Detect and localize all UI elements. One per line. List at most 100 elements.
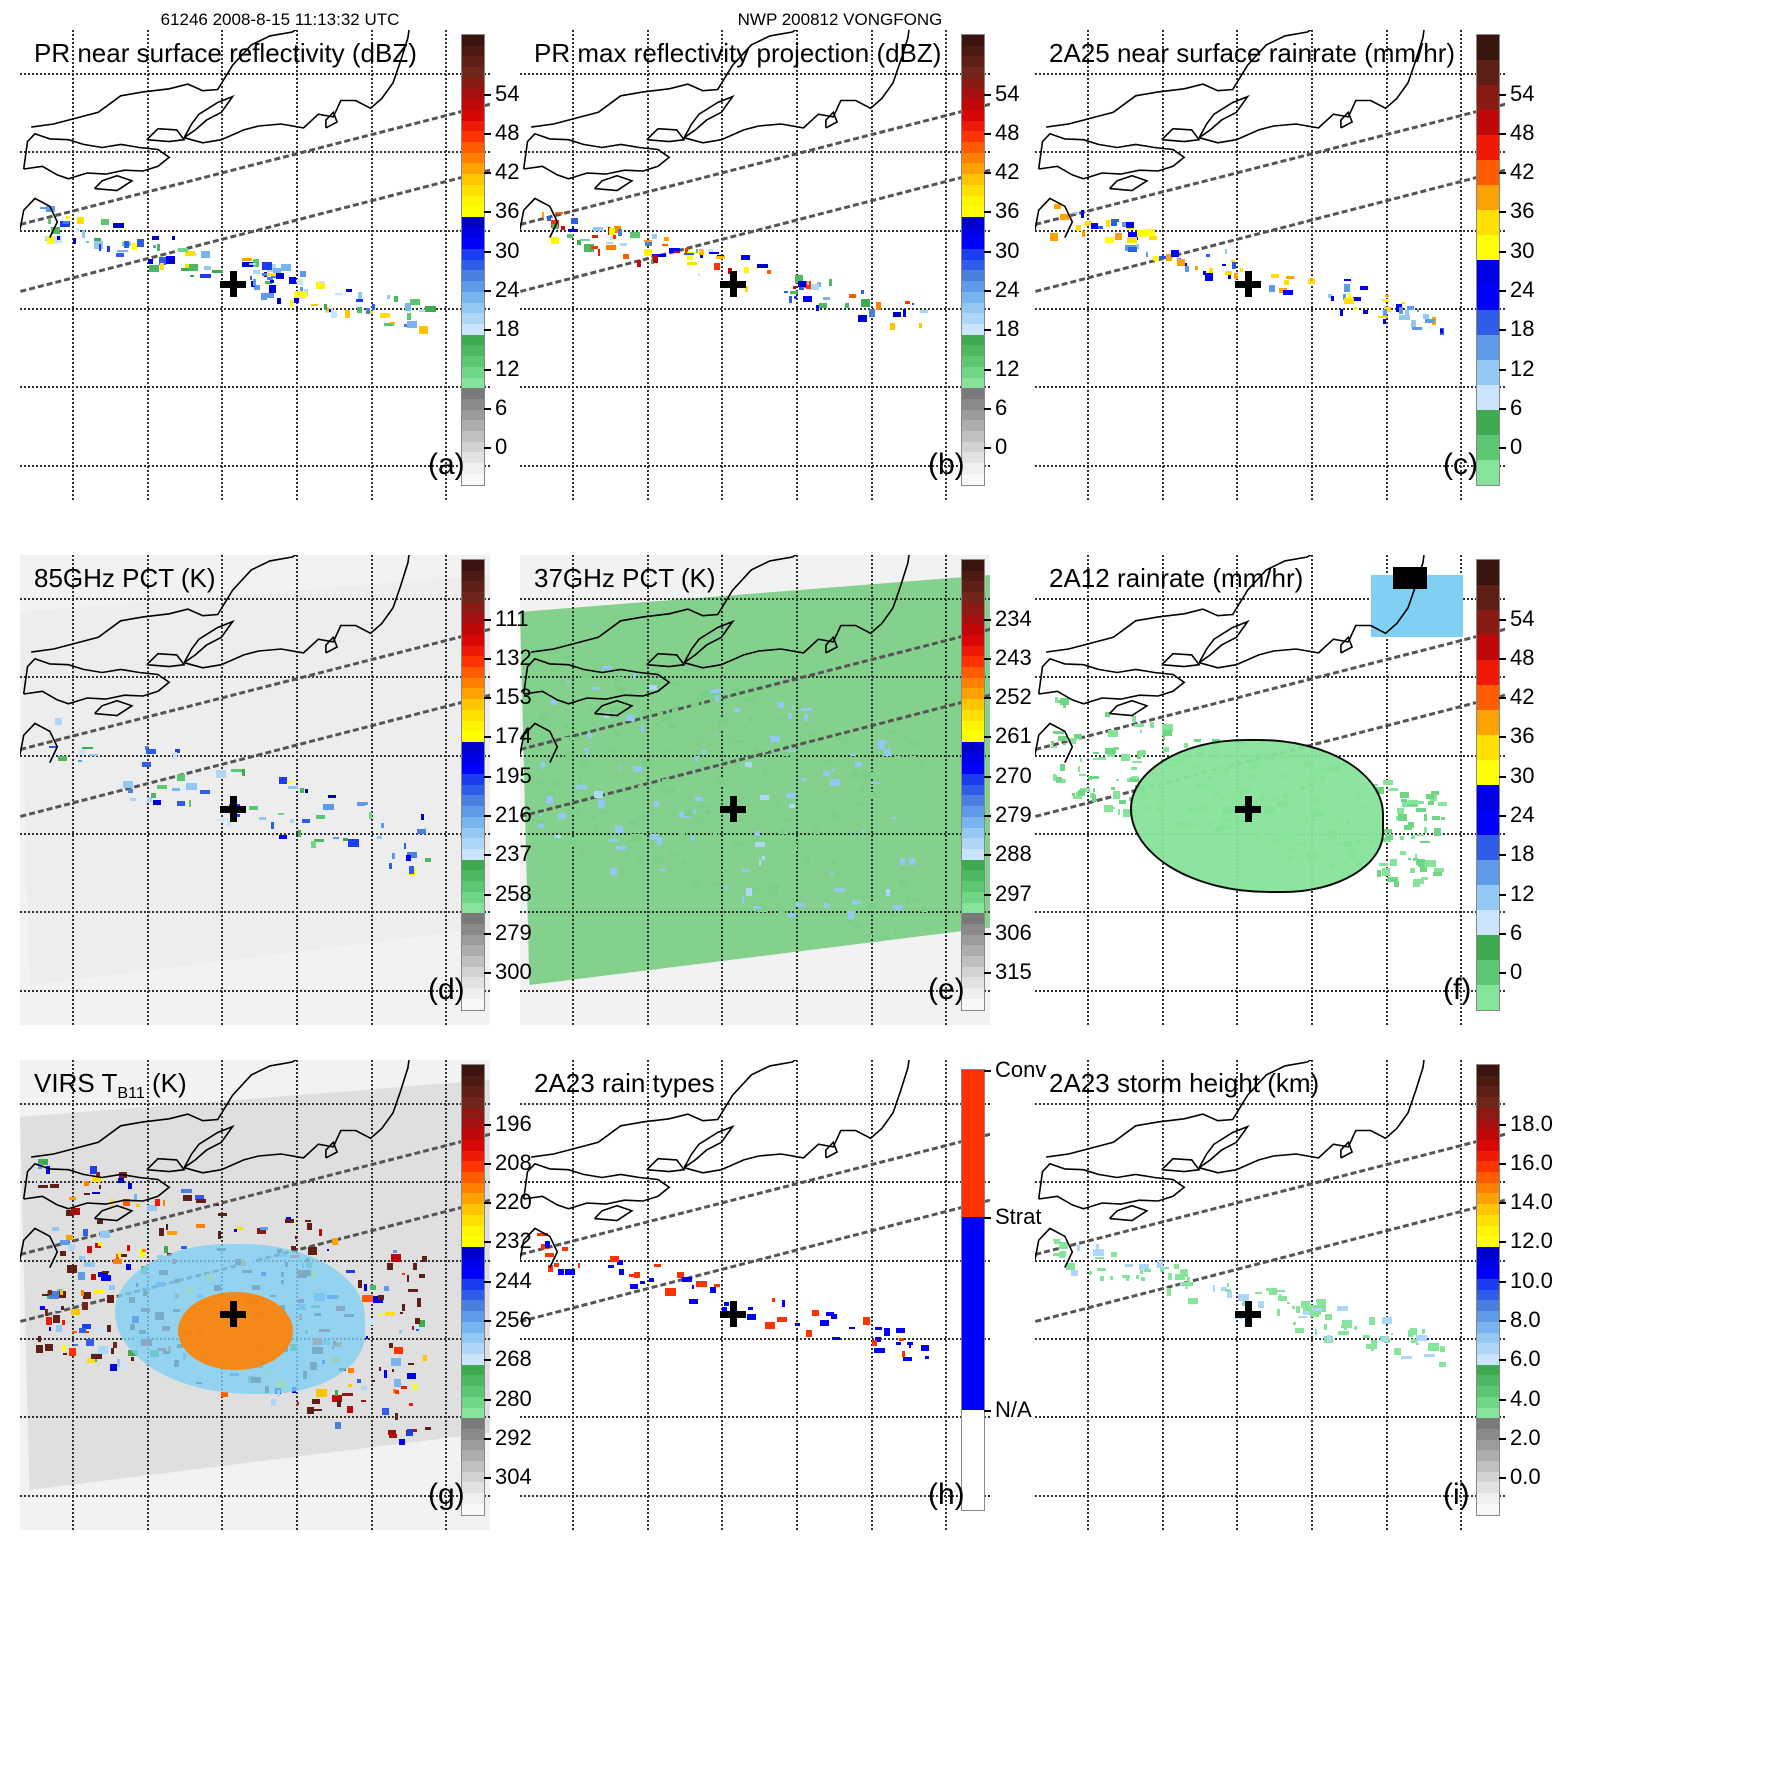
colorbar-segment bbox=[462, 1461, 484, 1472]
map-canvas-c[interactable] bbox=[1035, 30, 1505, 500]
data-cell bbox=[37, 1336, 42, 1342]
data-cell bbox=[1105, 711, 1111, 718]
map-canvas-g[interactable] bbox=[20, 1060, 490, 1530]
map-canvas-h[interactable] bbox=[520, 1060, 990, 1530]
graticule-parallel-26 bbox=[1035, 1494, 1505, 1497]
data-cell bbox=[57, 235, 60, 241]
map-canvas-f[interactable] bbox=[1035, 555, 1505, 1025]
colorbar-segment bbox=[962, 206, 984, 217]
data-cell bbox=[1125, 222, 1134, 228]
map-canvas-i[interactable] bbox=[1035, 1060, 1505, 1530]
data-cell bbox=[180, 267, 189, 272]
data-cell bbox=[692, 1284, 695, 1290]
map-canvas-b[interactable] bbox=[520, 30, 990, 500]
data-cell bbox=[608, 707, 620, 713]
colorbar-segment bbox=[962, 667, 984, 678]
data-cell bbox=[1295, 1306, 1301, 1313]
data-cell bbox=[61, 1320, 65, 1326]
data-cell bbox=[1094, 1256, 1104, 1259]
colorbar-segment bbox=[1477, 1118, 1499, 1130]
data-cell bbox=[1231, 260, 1235, 263]
colorbar-segment bbox=[462, 1172, 484, 1183]
data-cell bbox=[1265, 1287, 1271, 1292]
northeast-intense-core bbox=[1393, 566, 1428, 589]
data-cell bbox=[1268, 285, 1276, 293]
data-cell bbox=[1132, 715, 1136, 722]
colorbar-tick bbox=[484, 1319, 491, 1322]
colorbar-tick-label: 111 bbox=[495, 605, 529, 631]
colorbar-tick bbox=[984, 250, 991, 253]
graticule-parallel-34 bbox=[1035, 151, 1505, 154]
data-cell bbox=[1282, 290, 1294, 296]
colorbar-tick bbox=[984, 1070, 991, 1072]
colorbar-segment bbox=[962, 656, 984, 668]
data-cell bbox=[592, 227, 604, 231]
data-cell bbox=[1137, 229, 1146, 238]
data-cell bbox=[855, 921, 861, 929]
colorbar-tick-label: 36 bbox=[1510, 723, 1535, 749]
data-cell bbox=[177, 248, 189, 253]
data-cell bbox=[876, 302, 882, 311]
data-cell bbox=[408, 1289, 419, 1292]
data-cell bbox=[1110, 787, 1116, 790]
data-cell bbox=[1398, 306, 1403, 314]
data-cell bbox=[667, 722, 676, 731]
graticule-meridian-140 bbox=[370, 30, 373, 500]
data-cell bbox=[732, 686, 739, 691]
colorbar-tick bbox=[484, 1398, 491, 1401]
colorbar-segment bbox=[462, 570, 484, 582]
map-canvas-e[interactable] bbox=[520, 555, 990, 1025]
colorbar-segment bbox=[1477, 610, 1499, 635]
panel-label-f: (f) bbox=[1443, 973, 1472, 1006]
data-cell bbox=[1383, 829, 1392, 833]
colorbar-segment bbox=[1477, 410, 1499, 435]
data-cell bbox=[848, 294, 857, 299]
colorbar-segment bbox=[1477, 1450, 1499, 1462]
colorbar-segment bbox=[462, 431, 484, 442]
data-cell bbox=[46, 205, 55, 213]
data-cell bbox=[901, 1351, 906, 1357]
data-cell bbox=[607, 227, 611, 235]
data-cell bbox=[623, 852, 629, 856]
data-cell bbox=[769, 736, 780, 742]
colorbar-segment bbox=[462, 56, 484, 68]
data-cell bbox=[289, 300, 294, 307]
data-cell bbox=[1363, 1335, 1371, 1338]
data-cell bbox=[630, 1284, 638, 1290]
organised-rain-area bbox=[1129, 739, 1384, 894]
data-cell bbox=[710, 1286, 717, 1293]
data-cell bbox=[848, 910, 855, 919]
data-cell bbox=[357, 1280, 363, 1289]
map-canvas-a[interactable] bbox=[20, 30, 490, 500]
data-cell bbox=[1255, 1292, 1263, 1295]
colorbar-tick bbox=[984, 211, 991, 214]
colorbar-tick bbox=[1499, 1319, 1506, 1322]
data-cell bbox=[81, 1289, 85, 1297]
data-cell bbox=[1162, 724, 1173, 732]
map-canvas-d[interactable] bbox=[20, 555, 490, 1025]
data-cell bbox=[684, 247, 689, 255]
data-cell bbox=[616, 845, 626, 850]
data-cell bbox=[710, 688, 713, 691]
graticule-parallel-26 bbox=[520, 1494, 990, 1497]
data-cell bbox=[796, 903, 806, 908]
data-cell bbox=[801, 707, 812, 711]
colorbar-segment bbox=[1477, 285, 1499, 310]
data-cell bbox=[145, 748, 156, 755]
colorbar-segment bbox=[962, 752, 984, 764]
data-cell bbox=[823, 903, 829, 908]
colorbar-segment bbox=[1477, 1482, 1499, 1494]
colorbar-segment bbox=[462, 120, 484, 132]
data-cell bbox=[328, 794, 337, 798]
data-cell bbox=[1093, 751, 1099, 755]
colorbar-segment bbox=[962, 774, 984, 785]
data-cell bbox=[1182, 1282, 1193, 1287]
data-cell bbox=[569, 839, 577, 846]
data-cell bbox=[644, 239, 653, 243]
data-cell bbox=[424, 858, 431, 863]
data-cell bbox=[406, 1429, 414, 1437]
colorbar-tick-label: 24 bbox=[495, 276, 520, 302]
data-cell bbox=[60, 1306, 64, 1310]
colorbar-tick-label: 220 bbox=[495, 1189, 532, 1215]
data-cell bbox=[253, 284, 260, 291]
